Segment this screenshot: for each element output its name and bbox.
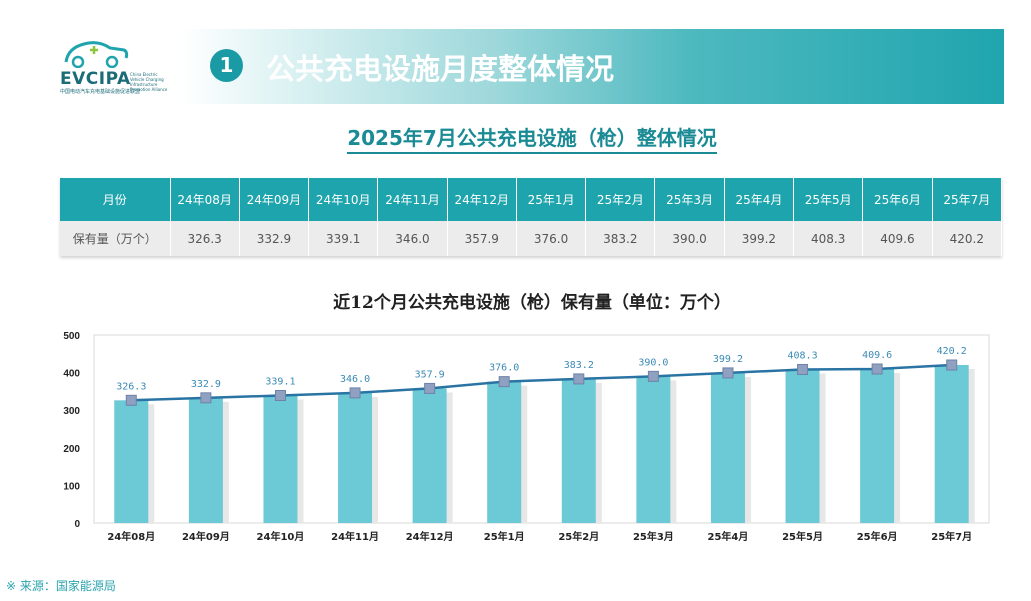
data-label: 339.1 (265, 376, 295, 387)
x-tick-label: 24年08月 (107, 530, 155, 543)
logo-subtitle: 中国电动汽车充电基础设施促进联盟 (60, 89, 141, 95)
x-tick-label: 24年12月 (406, 530, 454, 543)
x-tick-label: 25年1月 (484, 530, 525, 543)
table-cell: 420.2 (932, 221, 1003, 256)
bar (263, 395, 298, 523)
line-marker (647, 370, 659, 382)
data-label: 408.3 (787, 350, 817, 361)
data-label: 376.0 (489, 363, 519, 374)
y-tick-label: 400 (63, 369, 80, 380)
bar (114, 400, 149, 523)
bar (934, 365, 969, 523)
bar (487, 381, 522, 523)
line-marker (498, 376, 510, 388)
table-header-cell: 25年5月 (793, 178, 864, 221)
y-tick-label: 100 (63, 481, 80, 492)
section-number-badge: 1 (210, 49, 243, 82)
logo-side-text: China Electric Vehicle Charging Infrastr… (130, 72, 168, 92)
x-tick-label: 25年3月 (633, 530, 674, 543)
table-header-cell: 25年2月 (585, 178, 656, 221)
data-label: 383.2 (564, 360, 594, 371)
line-marker (946, 359, 958, 371)
bar (636, 376, 671, 523)
section-title-text: 2025年7月公共充电设施（枪）整体情况 (347, 126, 717, 154)
line-marker (573, 373, 585, 385)
x-tick-label: 25年7月 (931, 530, 972, 543)
y-tick-label: 200 (63, 444, 80, 455)
x-tick-label: 24年11月 (331, 530, 379, 543)
data-label: 326.3 (116, 381, 146, 392)
line-marker (797, 363, 809, 375)
table-header-cell: 24年11月 (377, 178, 448, 221)
source-note: ※ 来源：国家能源局 (6, 579, 116, 593)
car-plug-icon (64, 41, 129, 68)
table-cell: 357.9 (447, 221, 517, 256)
logo-wordmark: EVCIPA (60, 69, 131, 89)
x-tick-label: 25年4月 (708, 530, 749, 543)
table-header-cell: 25年4月 (724, 178, 795, 221)
y-tick-label: 500 (63, 331, 80, 342)
table-cell: 339.1 (308, 221, 379, 256)
x-tick-label: 24年09月 (182, 530, 230, 543)
data-label: 357.9 (415, 369, 445, 380)
line-marker (349, 387, 361, 399)
x-tick-label: 24年10月 (257, 530, 305, 543)
table-header-cell: 25年3月 (654, 178, 725, 221)
table-header-cell: 25年1月 (516, 178, 587, 221)
data-label: 332.9 (191, 379, 221, 390)
page-title: 公共充电设施月度整体情况 (266, 52, 615, 86)
bar (338, 392, 373, 523)
bar (561, 378, 596, 523)
line-marker (274, 389, 286, 401)
table-cell: 326.3 (170, 221, 240, 256)
table-header-cell: 25年6月 (862, 178, 933, 221)
x-tick-label: 25年6月 (857, 530, 898, 543)
x-tick-label: 25年2月 (558, 530, 599, 543)
evcipa-logo: EVCIPA China Electric Vehicle Charging I… (58, 36, 170, 98)
series-line (131, 363, 952, 402)
table-cell: 383.2 (585, 221, 656, 256)
line-marker (424, 382, 436, 394)
bar (412, 388, 447, 523)
y-tick-label: 300 (63, 406, 80, 417)
table-header-cell: 24年10月 (308, 178, 379, 221)
line-marker (871, 363, 883, 375)
line-marker (722, 367, 734, 379)
table-row: 保有量（万个） 326.3 332.9 339.1 346.0 357.9 37… (60, 221, 1003, 256)
table-cell: 332.9 (239, 221, 310, 256)
table-row-label: 保有量（万个） (60, 221, 171, 256)
table-row-label: 月份 (60, 178, 171, 221)
x-tick-label: 25年5月 (782, 530, 823, 543)
bar (785, 369, 820, 523)
table-cell: 408.3 (793, 221, 864, 256)
table-cell: 376.0 (516, 221, 587, 256)
data-label: 390.0 (638, 357, 668, 368)
data-label: 409.6 (862, 350, 892, 361)
monthly-table: 月份 24年08月 24年09月 24年10月 24年11月 24年12月 25… (60, 178, 1003, 256)
table-header-cell: 25年7月 (932, 178, 1003, 221)
chart-title: 近12个月公共充电设施（枪）保有量（单位：万个） (333, 293, 731, 313)
data-label: 420.2 (937, 346, 967, 357)
table-header-cell: 24年09月 (239, 178, 310, 221)
bar (188, 397, 223, 523)
plot-area (93, 334, 990, 524)
line-marker (125, 394, 137, 406)
bar (860, 368, 895, 523)
bar (710, 372, 745, 523)
data-label: 346.0 (340, 374, 370, 385)
table-cell: 390.0 (654, 221, 725, 256)
table-header-cell: 24年12月 (447, 178, 517, 221)
y-tick-label: 0 (74, 519, 80, 530)
section-title: 2025年7月公共充电设施（枪）整体情况 (0, 122, 1031, 154)
table-cell: 399.2 (724, 221, 795, 256)
table-header-cell: 24年08月 (170, 178, 240, 221)
header-banner: 1 公共充电设施月度整体情况 (180, 29, 1004, 104)
data-label: 399.2 (713, 354, 743, 365)
table-cell: 409.6 (862, 221, 933, 256)
table-cell: 346.0 (377, 221, 448, 256)
line-marker (200, 392, 212, 404)
table-header-row: 月份 24年08月 24年09月 24年10月 24年11月 24年12月 25… (60, 178, 1003, 221)
